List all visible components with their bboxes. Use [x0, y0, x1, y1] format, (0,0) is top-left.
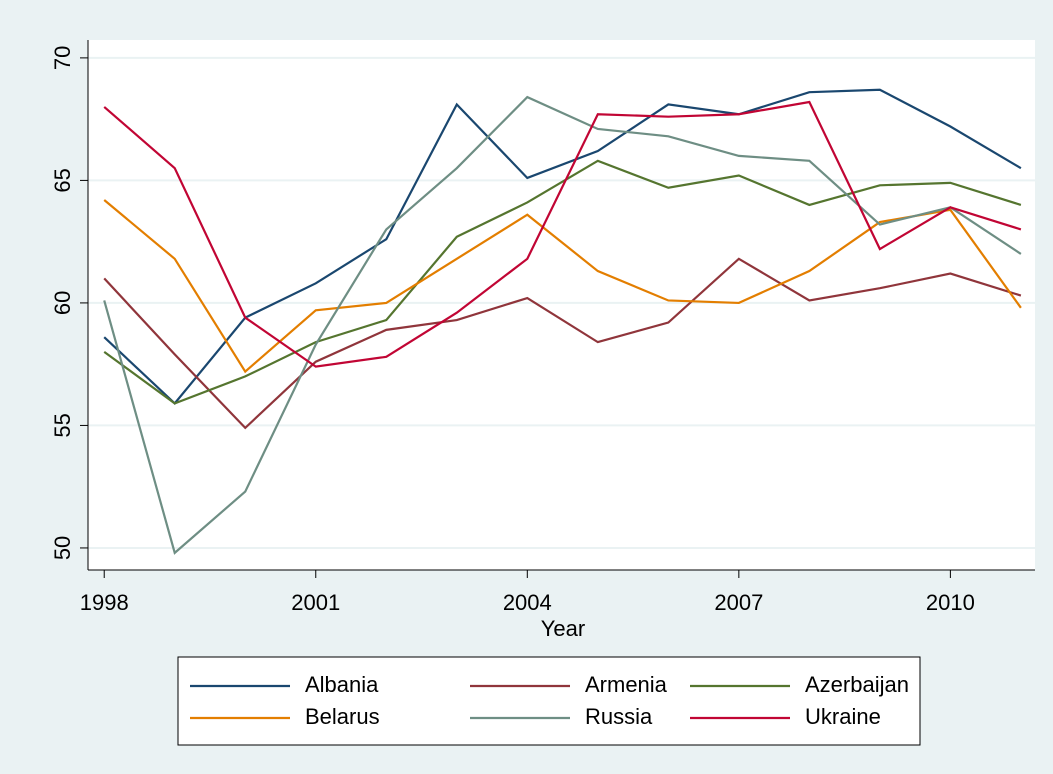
legend-label: Russia — [585, 704, 653, 729]
legend-label: Ukraine — [805, 704, 881, 729]
x-tick-label: 2010 — [926, 590, 975, 615]
y-tick-label: 70 — [50, 46, 75, 70]
series-line — [103, 100, 1022, 368]
legend-label: Azerbaijan — [805, 672, 909, 697]
y-tick-label: 60 — [50, 291, 75, 315]
x-axis-label: Year — [541, 616, 585, 641]
legend-label: Armenia — [585, 672, 668, 697]
series-line — [103, 199, 1022, 374]
y-tick-label: 50 — [50, 536, 75, 560]
x-tick-label: 1998 — [80, 590, 129, 615]
series-line — [103, 88, 1022, 405]
series-line — [103, 257, 1022, 430]
series-line — [103, 95, 1022, 555]
plot-area — [88, 40, 1035, 570]
legend-label: Belarus — [305, 704, 380, 729]
y-tick-label: 65 — [50, 168, 75, 192]
x-tick-label: 2007 — [714, 590, 763, 615]
series-line — [103, 159, 1022, 405]
x-tick-label: 2004 — [503, 590, 552, 615]
legend-label: Albania — [305, 672, 379, 697]
x-tick-label: 2001 — [291, 590, 340, 615]
legend-box — [177, 656, 921, 746]
y-tick-label: 55 — [50, 413, 75, 437]
